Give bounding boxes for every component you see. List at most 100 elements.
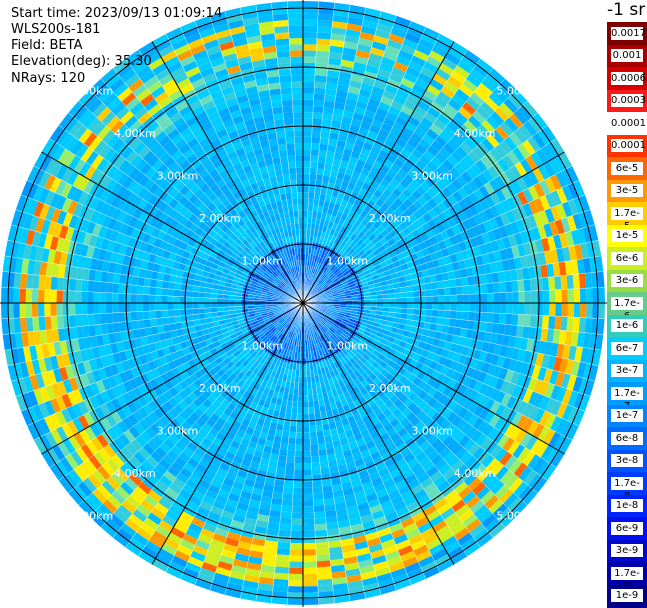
range-gate-cell <box>303 198 309 204</box>
range-gate-cell <box>198 298 204 304</box>
range-gate-cell <box>579 273 586 288</box>
range-gate-cell <box>168 317 175 325</box>
range-gate-cell <box>303 451 311 457</box>
range-gate-cell <box>598 287 605 303</box>
range-gate-cell <box>505 281 512 292</box>
range-gate-cell <box>38 275 45 289</box>
range-gate-cell <box>100 303 106 314</box>
range-gate-cell <box>518 314 525 326</box>
range-gate-cell <box>389 298 395 303</box>
range-gate-cell <box>315 530 328 537</box>
range-gate-cell <box>426 309 433 316</box>
range-gate-cell <box>303 94 314 100</box>
range-gate-cell <box>277 542 290 549</box>
range-gate-cell <box>461 320 468 329</box>
range-gate-cell <box>310 444 318 451</box>
range-gate-cell <box>310 162 318 169</box>
range-gate-cell <box>309 426 316 433</box>
range-gate-cell <box>281 511 293 518</box>
range-gate-cell <box>315 524 327 531</box>
range-gate-cell <box>548 316 555 330</box>
range-gate-cell <box>505 314 512 325</box>
range-gate-cell <box>449 319 456 328</box>
range-gate-cell <box>303 100 314 106</box>
range-gate-cell <box>543 303 550 316</box>
range-gate-cell <box>229 299 235 303</box>
range-gate-cell <box>598 303 605 319</box>
range-gate-cell <box>149 303 155 311</box>
range-gate-cell <box>303 186 309 192</box>
range-gate-cell <box>318 443 326 450</box>
range-gate-cell <box>322 119 332 126</box>
range-gate-cell <box>291 518 303 524</box>
range-gate-cell <box>100 282 107 293</box>
range-gate-cell <box>277 461 286 468</box>
range-gate-cell <box>290 555 304 562</box>
range-gate-cell <box>317 567 331 574</box>
range-gate-cell <box>303 500 314 506</box>
range-gate-cell <box>303 81 315 87</box>
range-gate-cell <box>431 317 438 325</box>
range-gate-cell <box>401 303 407 309</box>
range-gate-cell <box>192 303 198 309</box>
range-gate-cell <box>432 296 438 303</box>
range-gate-cell <box>475 284 482 294</box>
range-gate-cell <box>303 192 309 198</box>
range-gate-cell <box>174 283 181 290</box>
range-gate-cell <box>295 457 303 463</box>
range-gate-cell <box>275 560 289 567</box>
range-gate-cell <box>320 131 330 138</box>
range-gate-cell <box>69 279 76 292</box>
range-gate-cell <box>303 131 312 137</box>
range-gate-cell <box>292 512 303 519</box>
range-gate-cell <box>475 303 481 312</box>
range-gate-cell <box>69 315 76 328</box>
range-gate-cell <box>26 274 33 289</box>
range-gate-cell <box>312 481 322 488</box>
range-gate-cell <box>524 279 531 291</box>
range-gate-cell <box>494 293 501 303</box>
range-gate-cell <box>45 276 52 290</box>
range-gate-cell <box>303 1 319 8</box>
range-gate-cell <box>303 512 314 519</box>
range-gate-cell <box>205 293 212 299</box>
range-gate-cell <box>383 303 389 308</box>
range-gate-cell <box>290 543 303 550</box>
range-gate-cell <box>560 275 567 289</box>
range-gate-cell <box>309 407 315 414</box>
range-gate-cell <box>524 315 531 327</box>
range-gate-cell <box>500 292 506 303</box>
range-gate-cell <box>313 487 323 494</box>
range-gate-cell <box>574 289 581 304</box>
range-gate-cell <box>311 143 320 150</box>
range-gate-cell <box>119 274 126 284</box>
range-gate-cell <box>311 450 319 457</box>
range-gate-cell <box>467 276 474 286</box>
range-gate-cell <box>63 290 69 303</box>
range-gate-cell <box>377 303 383 307</box>
range-gate-cell <box>303 586 318 593</box>
range-gate-cell <box>198 303 204 309</box>
range-gate-cell <box>290 537 303 544</box>
range-gate-cell <box>303 143 311 149</box>
range-gate-cell <box>168 289 175 296</box>
range-gate-cell <box>314 88 326 95</box>
range-gate-cell <box>112 313 119 323</box>
range-gate-cell <box>580 303 587 318</box>
range-gate-cell <box>1 271 8 287</box>
range-gate-cell <box>313 493 324 500</box>
range-gate-cell <box>94 314 101 325</box>
range-gate-cell <box>199 308 206 314</box>
range-gate-cell <box>174 303 180 310</box>
range-gate-cell <box>293 481 303 487</box>
range-gate-cell <box>303 574 318 581</box>
range-gate-cell <box>156 318 163 326</box>
range-gate-cell <box>303 506 314 512</box>
range-gate-cell <box>75 315 82 327</box>
range-gate-cell <box>414 297 420 303</box>
range-gate-cell <box>303 155 311 161</box>
range-gate-cell <box>13 303 20 318</box>
range-gate-cell <box>149 311 156 319</box>
range-gate-cell <box>303 457 311 463</box>
range-gate-cell <box>413 309 420 315</box>
